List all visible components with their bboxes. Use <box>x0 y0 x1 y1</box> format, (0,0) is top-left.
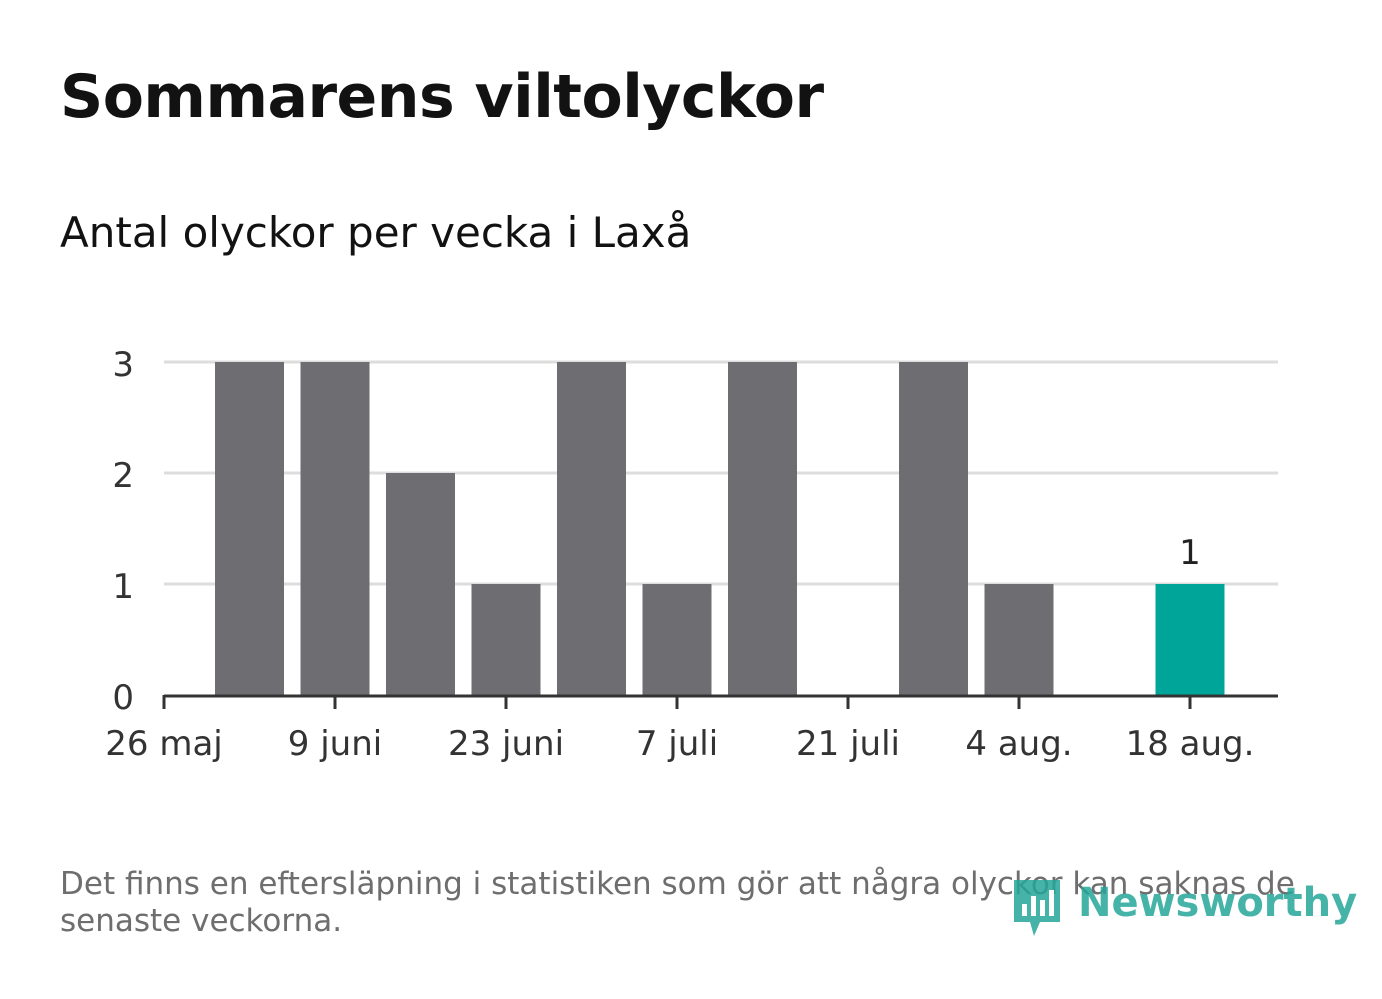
data-labels: 1 <box>1179 533 1201 573</box>
chart-subtitle: Antal olyckor per vecka i Laxå <box>60 208 692 257</box>
bar-9 <box>899 362 968 695</box>
bar-1 <box>215 362 284 695</box>
x-tick-label: 26 maj <box>105 724 222 764</box>
footnote: Det finns en eftersläpning i statistiken… <box>60 866 1295 939</box>
y-tick-label: 2 <box>112 456 134 496</box>
highlight-data-label: 1 <box>1179 533 1201 573</box>
chart-title: Sommarens viltolyckor <box>60 62 824 132</box>
y-axis-labels: 0 1 2 3 <box>112 345 134 718</box>
bar-chart-speech-bubble-icon <box>1014 880 1060 936</box>
x-tick-label: 4 aug. <box>965 724 1072 764</box>
bar-7 <box>728 362 797 695</box>
y-tick-label: 3 <box>112 345 134 385</box>
bar-chart: 0 1 2 3 26 maj 9 juni 23 juni 7 juli 21 juli 4 a… <box>105 345 1278 764</box>
bar-12 <box>1155 584 1225 695</box>
x-tick-label: 7 juli <box>636 724 718 764</box>
bar-10 <box>984 584 1054 695</box>
x-tick-label: 21 juli <box>796 724 900 764</box>
bar-5 <box>557 362 626 695</box>
bar-2 <box>300 362 370 695</box>
y-tick-label: 1 <box>112 567 134 607</box>
x-axis <box>162 694 1278 709</box>
x-tick-label: 9 juni <box>288 724 382 764</box>
x-tick-label: 18 aug. <box>1126 724 1255 764</box>
bar-3 <box>386 473 455 695</box>
brand-name: Newsworthy <box>1078 880 1358 926</box>
bar-6 <box>642 584 712 695</box>
bars <box>215 362 1225 695</box>
x-tick-label: 23 juni <box>448 724 564 764</box>
brand-logo: Newsworthy <box>1010 872 1357 942</box>
x-axis-labels: 26 maj 9 juni 23 juni 7 juli 21 juli 4 aug. 18… <box>105 724 1254 764</box>
y-tick-label: 0 <box>112 678 134 718</box>
bar-4 <box>471 584 541 695</box>
